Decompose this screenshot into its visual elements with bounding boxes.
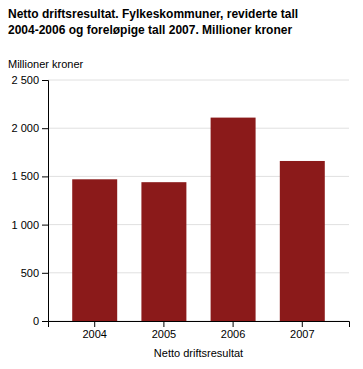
y-axis: 0 500 1 000 1 500 2 000 2 500	[11, 74, 48, 327]
x-axis-title: Netto driftsresultat	[154, 347, 243, 359]
bar	[280, 161, 325, 321]
y-tick: 500	[21, 267, 48, 279]
bar	[211, 118, 256, 321]
x-axis: 2004 2005 2006 2007	[49, 321, 350, 340]
x-tick: 2004	[82, 321, 106, 340]
chart-svg: Netto driftsresultat. Fylkeskommuner, re…	[0, 0, 363, 369]
grid-line	[48, 128, 349, 129]
y-tick-mark	[42, 128, 48, 129]
x-tick-label: 2005	[152, 328, 176, 340]
y-tick-label: 2 000	[11, 122, 39, 134]
x-tick-label: 2007	[290, 328, 314, 340]
x-tick-mark	[233, 321, 234, 327]
title: Netto driftsresultat. Fylkeskommuner, re…	[8, 7, 298, 21]
y-tick-mark	[42, 176, 48, 177]
y-tick-label: 1 000	[11, 219, 39, 231]
y-axis-line	[42, 81, 49, 322]
x-tick: 2007	[290, 321, 314, 340]
y-axis-title: Millioner kroner	[8, 58, 84, 70]
y-tick: 2 500	[11, 74, 48, 86]
x-tick-mark	[302, 321, 303, 327]
y-tick-label: 2 500	[11, 74, 39, 86]
y-tick-label: 500	[21, 267, 39, 279]
grid	[48, 80, 349, 321]
y-tick-mark	[42, 273, 48, 274]
x-tick-mark	[94, 321, 95, 327]
subtitle: 2004-2006 og foreløpige tall 2007. Milli…	[8, 23, 292, 37]
y-tick-mark	[42, 80, 48, 81]
y-tick: 2 000	[11, 122, 48, 134]
y-tick-mark	[42, 225, 48, 226]
y-tick: 1 000	[11, 219, 48, 231]
x-tick: 2006	[221, 321, 245, 340]
x-tick-label: 2006	[221, 328, 245, 340]
y-tick: 1 500	[11, 170, 48, 182]
y-tick-label: 1 500	[11, 170, 39, 182]
bars	[72, 118, 325, 321]
x-tick: 2005	[152, 321, 176, 340]
x-axis-line	[49, 322, 350, 328]
y-tick-mark	[42, 321, 48, 322]
chart-container: Netto driftsresultat. Fylkeskommuner, re…	[0, 0, 363, 369]
bar	[72, 179, 117, 321]
y-tick: 0	[33, 315, 48, 327]
y-tick-label: 0	[33, 315, 39, 327]
x-tick-label: 2004	[82, 328, 106, 340]
plot-area: 0 500 1 000 1 500 2 000 2 500 2004 2005 2006 2007	[11, 74, 349, 340]
bar	[141, 182, 186, 321]
grid-line	[48, 80, 349, 81]
x-tick-mark	[163, 321, 164, 327]
